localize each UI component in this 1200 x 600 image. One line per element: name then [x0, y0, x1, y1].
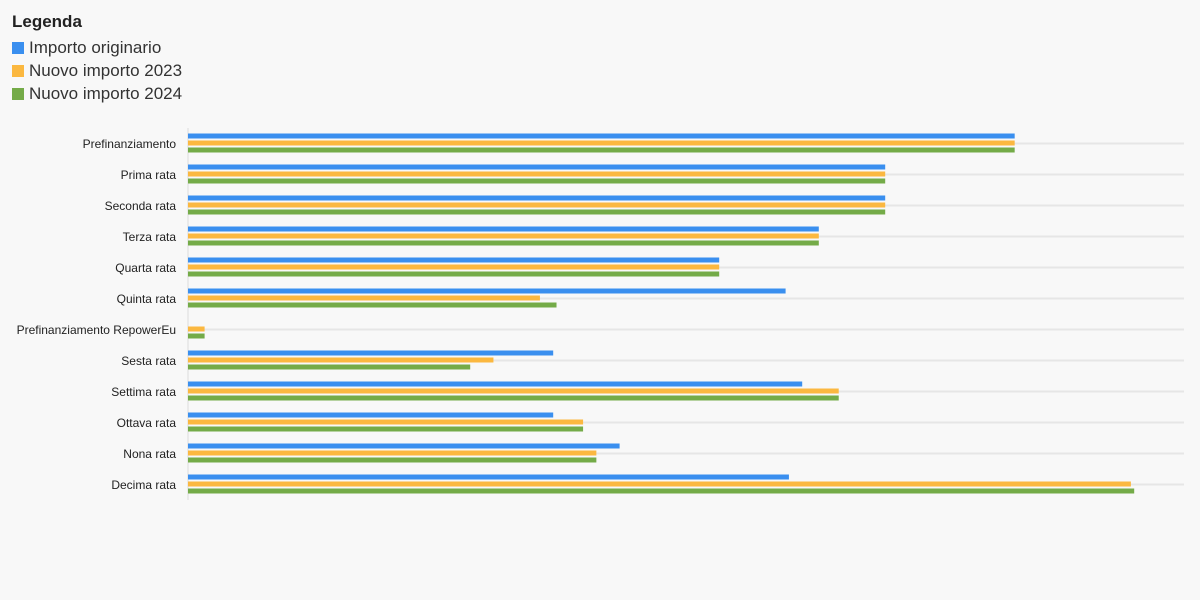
legend-item-2024[interactable]: Nuovo importo 2024 [12, 82, 182, 105]
bar-quarta-rata-series-1[interactable] [188, 257, 720, 263]
bar-nona-rata-series-1[interactable] [188, 443, 620, 449]
category-label-prefinanziamento-repowereu: Prefinanziamento RepowerEu [17, 323, 176, 337]
bar-ottava-rata-series-3[interactable] [188, 426, 584, 432]
category-label-prefinanziamento: Prefinanziamento [83, 137, 177, 151]
bar-decima-rata-series-1[interactable] [188, 474, 789, 480]
bar-seconda-rata-series-3[interactable] [188, 209, 886, 215]
bar-quinta-rata-series-1[interactable] [188, 288, 786, 294]
bar-ottava-rata-series-2[interactable] [188, 419, 584, 425]
legend-item-original[interactable]: Importo originario [12, 36, 182, 59]
legend-swatch-2023 [12, 64, 24, 77]
bar-decima-rata-series-2[interactable] [188, 481, 1131, 487]
bar-nona-rata-series-3[interactable] [188, 457, 597, 463]
legend-swatch-original [12, 41, 24, 54]
bar-terza-rata-series-2[interactable] [188, 233, 819, 239]
bar-prima-rata-series-1[interactable] [188, 164, 886, 170]
bar-prima-rata-series-2[interactable] [188, 171, 886, 177]
bar-nona-rata-series-2[interactable] [188, 450, 597, 456]
bar-decima-rata-series-3[interactable] [188, 488, 1135, 494]
category-label-prima-rata: Prima rata [121, 168, 177, 182]
bar-quinta-rata-series-3[interactable] [188, 302, 557, 308]
bar-sesta-rata-series-1[interactable] [188, 350, 554, 356]
legend-swatch-2024 [12, 87, 24, 100]
bar-prefinanziamento-series-2[interactable] [188, 140, 1015, 146]
category-label-seconda-rata: Seconda rata [105, 199, 177, 213]
category-label-nona-rata: Nona rata [123, 447, 176, 461]
bar-quarta-rata-series-2[interactable] [188, 264, 720, 270]
legend-title: Legenda [12, 12, 82, 31]
bar-sesta-rata-series-3[interactable] [188, 364, 471, 370]
bar-quarta-rata-series-3[interactable] [188, 271, 720, 277]
bar-settima-rata-series-3[interactable] [188, 395, 839, 401]
bar-prefinanziamento-repowereu-series-2[interactable] [188, 326, 205, 332]
bar-sesta-rata-series-2[interactable] [188, 357, 494, 363]
bar-terza-rata-series-1[interactable] [188, 226, 819, 232]
bar-terza-rata-series-3[interactable] [188, 240, 819, 246]
category-label-quinta-rata: Quinta rata [117, 292, 177, 306]
category-label-sesta-rata: Sesta rata [121, 354, 176, 368]
bar-prima-rata-series-3[interactable] [188, 178, 886, 184]
category-label-ottava-rata: Ottava rata [117, 416, 177, 430]
category-label-settima-rata: Settima rata [111, 385, 176, 399]
category-label-decima-rata: Decima rata [111, 478, 176, 492]
category-label-quarta-rata: Quarta rata [115, 261, 176, 275]
legend-label-2023: Nuovo importo 2023 [29, 60, 183, 80]
bar-prefinanziamento-series-3[interactable] [188, 147, 1015, 153]
category-label-terza-rata: Terza rata [123, 230, 177, 244]
legend: Legenda Importo originario Nuovo importo… [12, 12, 182, 105]
bar-settima-rata-series-1[interactable] [188, 381, 803, 387]
legend-label-original: Importo originario [29, 37, 162, 57]
bar-ottava-rata-series-1[interactable] [188, 412, 554, 418]
bar-seconda-rata-series-1[interactable] [188, 195, 886, 201]
bar-settima-rata-series-2[interactable] [188, 388, 839, 394]
bar-quinta-rata-series-2[interactable] [188, 295, 540, 301]
bar-prefinanziamento-repowereu-series-3[interactable] [188, 333, 205, 339]
bar-seconda-rata-series-2[interactable] [188, 202, 886, 208]
legend-item-2023[interactable]: Nuovo importo 2023 [12, 59, 182, 82]
legend-label-2024: Nuovo importo 2024 [29, 83, 183, 103]
bar-prefinanziamento-series-1[interactable] [188, 133, 1015, 139]
